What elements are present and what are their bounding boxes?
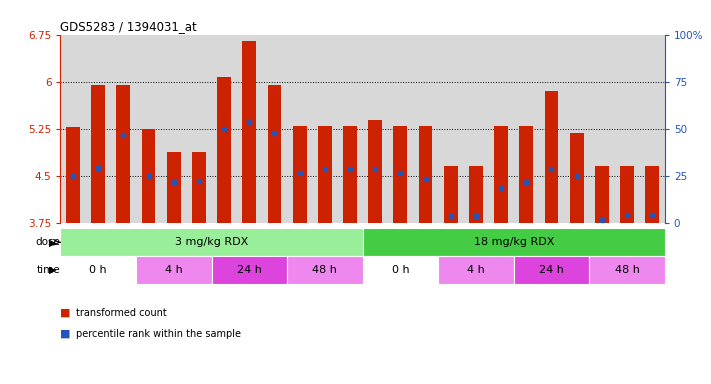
Bar [287, 256, 363, 284]
Bar [242, 41, 256, 223]
Text: time: time [37, 265, 60, 275]
Bar [368, 121, 382, 223]
Bar [66, 127, 80, 223]
Bar [363, 256, 438, 284]
Text: 4 h: 4 h [467, 265, 485, 275]
Bar [212, 256, 287, 284]
Text: dose: dose [36, 237, 60, 247]
Bar [141, 129, 156, 223]
Text: transformed count: transformed count [76, 308, 167, 318]
Bar [514, 256, 589, 284]
Bar [419, 126, 432, 223]
Text: ▶: ▶ [49, 265, 57, 275]
Text: 18 mg/kg RDX: 18 mg/kg RDX [474, 237, 554, 247]
Text: 3 mg/kg RDX: 3 mg/kg RDX [175, 237, 248, 247]
Bar [469, 166, 483, 223]
Text: 48 h: 48 h [614, 265, 639, 275]
Bar [363, 228, 665, 256]
Bar [393, 126, 407, 223]
Text: 24 h: 24 h [237, 265, 262, 275]
Bar [589, 256, 665, 284]
Text: 48 h: 48 h [312, 265, 337, 275]
Text: ■: ■ [60, 329, 71, 339]
Bar [167, 152, 181, 223]
Text: 0 h: 0 h [392, 265, 410, 275]
Bar [217, 76, 231, 223]
Text: ▶: ▶ [49, 237, 57, 247]
Text: 24 h: 24 h [539, 265, 564, 275]
Text: GDS5283 / 1394031_at: GDS5283 / 1394031_at [60, 20, 197, 33]
Bar [646, 166, 659, 223]
Bar [620, 166, 634, 223]
Bar [192, 152, 206, 223]
Bar [60, 256, 136, 284]
Bar [267, 85, 282, 223]
Bar [136, 256, 212, 284]
Bar [595, 166, 609, 223]
Bar [444, 166, 458, 223]
Bar [545, 91, 558, 223]
Bar [343, 126, 357, 223]
Bar [60, 228, 363, 256]
Bar [438, 256, 514, 284]
Bar [117, 85, 130, 223]
Text: ■: ■ [60, 308, 71, 318]
Text: 0 h: 0 h [90, 265, 107, 275]
Bar [494, 126, 508, 223]
Bar [570, 133, 584, 223]
Bar [519, 126, 533, 223]
Bar [91, 85, 105, 223]
Bar [318, 126, 332, 223]
Text: 4 h: 4 h [165, 265, 183, 275]
Bar [293, 126, 306, 223]
Text: percentile rank within the sample: percentile rank within the sample [76, 329, 241, 339]
